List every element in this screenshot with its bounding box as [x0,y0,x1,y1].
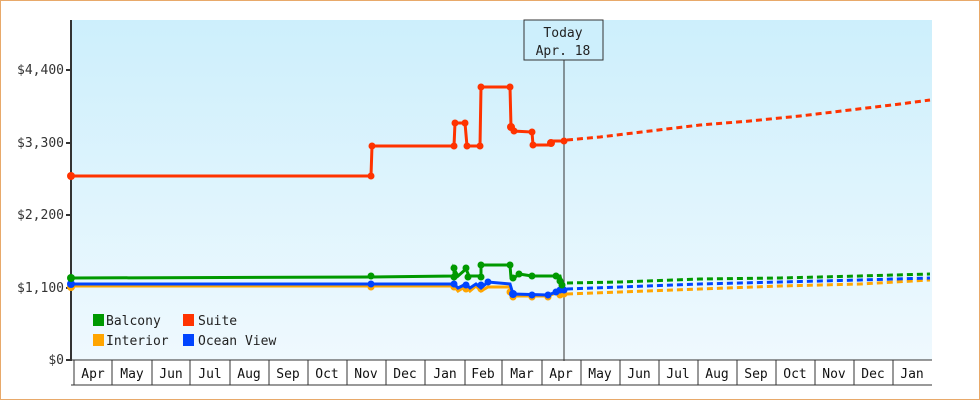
legend-swatch-balcony [93,314,104,326]
y-tick-label: $4,400 [17,63,64,78]
legend-label: Suite [198,314,237,329]
x-month-label: Aug [237,367,260,382]
x-month-label: Sep [276,367,300,382]
legend-label: Balcony [106,314,161,329]
x-month-label: Oct [783,367,806,382]
x-month-label: Oct [315,367,338,382]
legend-swatch-interior [93,334,104,346]
legend-swatch-ocean-view [183,334,194,346]
legend: Balcony Suite Interior Ocean View [93,314,276,349]
x-month-label: Sep [744,367,768,382]
x-month-label: Dec [861,367,884,382]
legend-item-suite: Suite [183,314,237,329]
y-tick-label: $0 [48,353,64,368]
today-marker: Today Apr. 18 [523,19,604,61]
legend-item-interior: Interior [93,334,169,349]
series-balcony [67,261,931,289]
plot-area [72,20,932,360]
x-month-labels: Apr May Jun Jul Aug Sep Oct Nov Dec Jan … [81,367,923,382]
y-tick-label: $3,300 [17,136,64,151]
legend-item-ocean-view: Ocean View [183,334,276,349]
x-month-label: Apr [81,367,105,382]
series-ocean-view [67,276,931,299]
x-month-label: Jul [198,367,221,382]
series-suite [67,83,931,180]
legend-label: Interior [106,334,169,349]
x-month-label: Nov [822,367,846,382]
legend-item-balcony: Balcony [93,314,161,329]
x-month-label: Jan [433,367,456,382]
x-month-label: Jun [159,367,182,382]
today-date-label: Apr. 18 [536,44,591,59]
legend-swatch-suite [183,314,194,326]
x-month-label: May [588,367,612,382]
y-tick-label: $1,100 [17,281,64,296]
x-month-label: May [120,367,144,382]
x-axis [71,359,932,386]
x-month-label: Aug [705,367,728,382]
x-month-label: Mar [510,367,534,382]
x-month-label: Jul [666,367,689,382]
y-ticks [66,69,71,361]
today-label: Today [543,26,582,41]
x-month-label: Feb [471,367,495,382]
x-month-label: Nov [354,367,378,382]
y-tick-label: $2,200 [17,208,64,223]
legend-label: Ocean View [198,334,276,349]
x-month-label: Jan [900,367,923,382]
x-month-label: Apr [549,367,573,382]
x-month-label: Jun [627,367,650,382]
x-month-label: Dec [393,367,416,382]
